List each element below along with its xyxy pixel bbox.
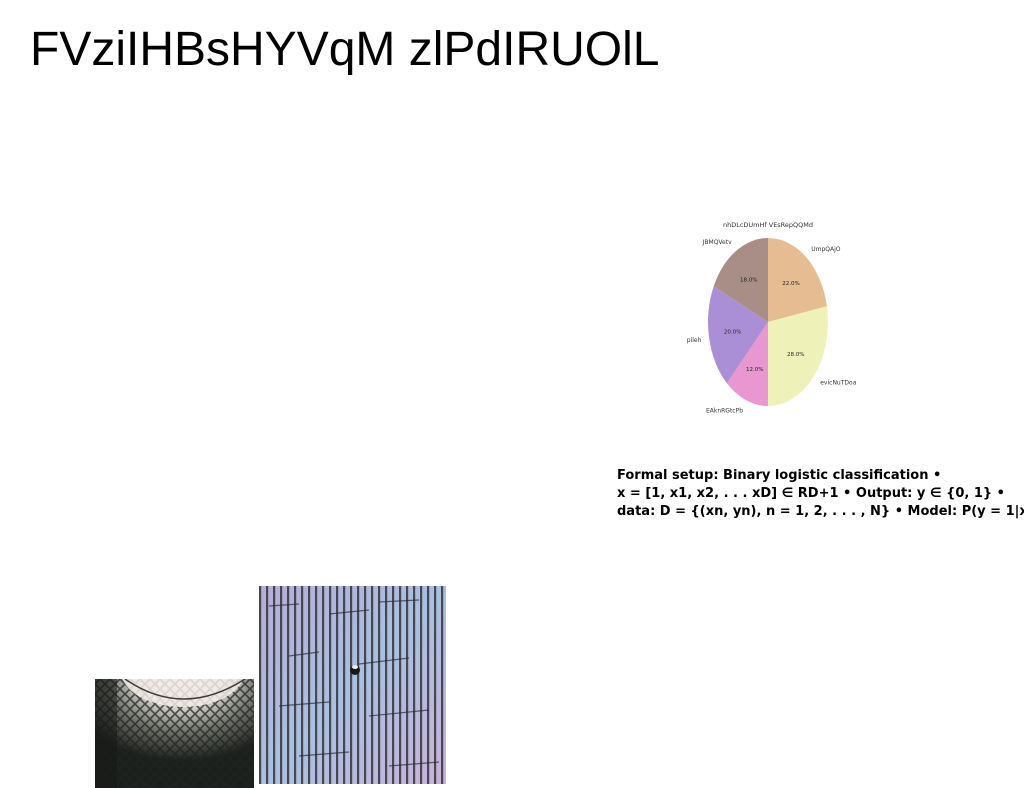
- pie-slice-percent: 22.0%: [782, 281, 799, 287]
- pie-slice-label: evicNuTDoa: [820, 380, 856, 387]
- formal-setup-text: Formal setup: Binary logistic classifica…: [617, 467, 1024, 521]
- text-line-1: Formal setup: Binary logistic classifica…: [617, 468, 942, 483]
- pie-chart-svg: nhDLcDUmHf VEsRepQQMd 22.0% UmpQAjO 28.0% e…: [687, 221, 857, 414]
- pie-chart: nhDLcDUmHf VEsRepQQMd 22.0% UmpQAjO 28.0% e…: [670, 212, 870, 422]
- chart-title: nhDLcDUmHf VEsRepQQMd: [723, 221, 813, 229]
- striped-facade-photo: [259, 586, 446, 784]
- ceiling-dome-photo: [95, 679, 254, 788]
- pie-slice-label: UmpQAjO: [811, 246, 841, 253]
- text-line-3: data: D = {(xn, yn), n = 1, 2, . . . , N…: [617, 504, 1024, 519]
- pie-slice-pileh: [708, 286, 768, 384]
- pie-slice-UmpQAjO: [768, 238, 827, 322]
- text-line-2: x = [1, x1, x2, . . . xD] ∈ RD+1 • Outpu…: [617, 486, 1005, 501]
- pie-slice-label: pileh: [687, 337, 702, 344]
- pie-slice-percent: 20.0%: [724, 329, 741, 335]
- pie-slices: [708, 238, 828, 406]
- pie-slice-percent: 18.0%: [740, 277, 757, 283]
- slide-title: FVziIHBsHYVqM zlPdIRUOlL: [30, 23, 660, 76]
- pie-slice-label: EAknRGtcPb: [706, 407, 743, 414]
- pie-labels: 22.0% UmpQAjO 28.0% evicNuTDoa 12.0% EAknRGtc…: [687, 239, 857, 414]
- pie-slice-EAknRGtcPb: [726, 322, 768, 406]
- pie-slice-evicNuTDoa: [768, 306, 828, 406]
- pie-slice-label: JBMQVetv: [702, 239, 732, 246]
- pie-slice-JBMQVetv: [713, 238, 768, 322]
- pie-slice-percent: 28.0%: [787, 352, 804, 358]
- pie-slice-percent: 12.0%: [746, 367, 763, 373]
